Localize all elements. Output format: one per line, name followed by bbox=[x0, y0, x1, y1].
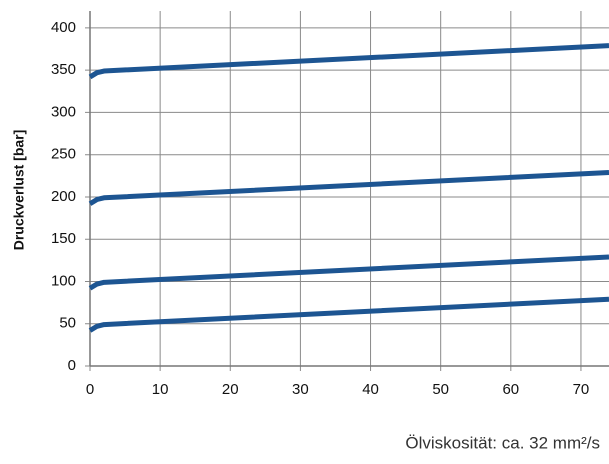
data-line bbox=[88, 43, 609, 80]
x-axis-label: Volumenstrom [l/min] bbox=[253, 412, 406, 429]
x-tick-label: 40 bbox=[362, 381, 379, 398]
annotation: Ölviskosität: ca. 32 mm²/s bbox=[405, 433, 600, 452]
y-axis-label: Druckverlust [bar] bbox=[11, 130, 27, 251]
x-tick-label: 70 bbox=[573, 381, 590, 398]
x-tick-label: 50 bbox=[432, 381, 449, 398]
y-tick-label: 350 bbox=[51, 61, 76, 78]
y-tick-label: 300 bbox=[51, 103, 76, 120]
y-tick-label: 250 bbox=[51, 146, 76, 163]
data-line bbox=[88, 296, 609, 333]
x-tick-label: 20 bbox=[222, 381, 239, 398]
y-tick-label: 150 bbox=[51, 230, 76, 247]
y-tick-label: 200 bbox=[51, 188, 76, 205]
x-tick-label: 30 bbox=[292, 381, 309, 398]
x-tick-label: 10 bbox=[152, 381, 169, 398]
y-tick-label: 400 bbox=[51, 19, 76, 36]
data-line bbox=[88, 169, 609, 206]
y-tick-label: 0 bbox=[68, 357, 76, 374]
y-tick-label: 100 bbox=[51, 272, 76, 289]
x-tick-label: 0 bbox=[86, 381, 94, 398]
x-tick-label: 60 bbox=[502, 381, 519, 398]
y-tick-label: 50 bbox=[59, 315, 76, 332]
data-line bbox=[88, 254, 609, 291]
